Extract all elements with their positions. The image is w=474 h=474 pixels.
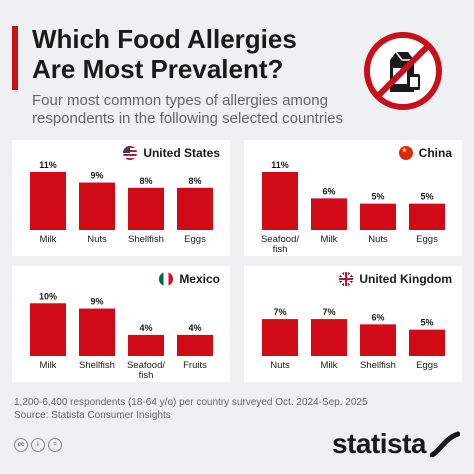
value-label-3: 5% (420, 192, 433, 202)
bar-1 (79, 308, 115, 356)
bar-0 (30, 303, 66, 356)
bar-1 (311, 319, 347, 356)
bar-0 (262, 172, 298, 230)
value-label-1: 6% (322, 186, 335, 196)
title-line-1: Which Food Allergies (32, 24, 297, 54)
chart-svg-us: 11% Milk 9% Nuts 8% Shellfish 8% Eggs (30, 160, 213, 245)
category-label-3: Eggs (184, 234, 206, 245)
chart-svg-mexico: 10% Milk 9% Shellfish 4% Seafood/fish 4% Fruits (30, 291, 213, 381)
bar-2 (128, 187, 164, 230)
country-name: Mexico (179, 272, 220, 286)
cc-icon[interactable]: cc (14, 438, 28, 452)
category-label-1: Shellfish (79, 360, 115, 371)
value-label-1: 9% (90, 171, 103, 181)
value-label-2: 8% (139, 176, 152, 186)
category-label-1: Milk (321, 234, 338, 245)
category-label-0: Milk (40, 360, 57, 371)
bar-3 (409, 329, 445, 356)
china-flag-icon: ★ (398, 146, 413, 160)
value-label-1: 9% (90, 297, 103, 307)
value-label-2: 6% (371, 312, 384, 322)
bar-3 (409, 203, 445, 230)
brand-name: statista (331, 428, 427, 459)
chart-svg-uk: 7% Nuts 7% Milk 6% Shellfish 5% Eggs (262, 307, 445, 371)
footer-note: 1,200-6,400 respondents (18-64 y/o) per … (14, 396, 368, 422)
panel-mexico: Mexico 10% Milk 9% Shellfish 4% Seafood/fish 4… (12, 266, 230, 382)
value-label-3: 5% (420, 318, 433, 328)
no-derivatives-icon[interactable]: = (48, 438, 62, 452)
category-label-2: Nuts (368, 234, 388, 245)
panel-china: ★ China 11% Seafood/fish 6% Milk 5% Nuts 5% Egg… (244, 140, 462, 256)
subtitle-line-2: respondents in the following selected co… (32, 110, 344, 127)
category-label-3: Eggs (416, 234, 438, 245)
country-name: United Kingdom (359, 272, 452, 286)
bar-2 (360, 324, 396, 356)
value-label-0: 11% (271, 160, 289, 170)
bar-2 (128, 334, 164, 356)
no-milk-icon (364, 32, 442, 110)
value-label-0: 11% (39, 160, 57, 170)
title-accent-bar (12, 26, 18, 90)
category-label-1: Nuts (87, 234, 107, 245)
uk-flag-icon (339, 272, 354, 286)
panel-united-states: United States 11% Milk 9% Nuts 8% Shellfish 8%… (12, 140, 230, 256)
bar-0 (262, 319, 298, 356)
value-label-2: 4% (139, 323, 152, 333)
panel-united-kingdom: United Kingdom 7% Nuts 7% Milk 6% Shellfish 5%… (244, 266, 462, 382)
us-flag-icon (123, 146, 138, 160)
value-label-1: 7% (322, 307, 335, 317)
category-label-1: Milk (321, 360, 338, 371)
mexico-flag-icon (159, 272, 174, 286)
value-label-2: 5% (371, 192, 384, 202)
value-label-3: 8% (188, 176, 201, 186)
bar-1 (79, 182, 115, 230)
bar-2 (360, 203, 396, 230)
title-line-2: Are Most Prevalent? (32, 54, 284, 84)
category-label-0: Milk (40, 234, 57, 245)
category-label-0: Seafood/fish (261, 234, 299, 255)
page-title: Which Food Allergies Are Most Prevalent? (32, 24, 332, 84)
category-label-0: Nuts (270, 360, 290, 371)
bar-0 (30, 172, 66, 230)
category-label-2: Shellfish (128, 234, 164, 245)
statista-mark-icon (430, 431, 460, 457)
country-name: China (418, 146, 452, 160)
statista-logo[interactable]: statista (332, 428, 460, 460)
source-note: Source: Statista Consumer Insights (14, 410, 171, 421)
country-label-us: United States (123, 146, 220, 160)
category-label-2: Shellfish (360, 360, 396, 371)
subtitle-line-1: Four most common types of allergies amon… (32, 92, 328, 109)
category-label-2: Seafood/fish (127, 360, 165, 381)
value-label-3: 4% (188, 323, 201, 333)
category-label-3: Fruits (183, 360, 207, 371)
page-subtitle: Four most common types of allergies amon… (32, 92, 362, 128)
bar-3 (177, 187, 213, 230)
attribution-icon[interactable]: i (31, 438, 45, 452)
country-name: United States (143, 146, 220, 160)
bar-1 (311, 198, 347, 230)
chart-svg-china: 11% Seafood/fish 6% Milk 5% Nuts 5% Eggs (261, 160, 445, 255)
country-label-mexico: Mexico (159, 272, 220, 286)
bar-3 (177, 334, 213, 356)
value-label-0: 7% (273, 307, 286, 317)
survey-note: 1,200-6,400 respondents (18-64 y/o) per … (14, 397, 368, 408)
country-label-china: ★ China (398, 146, 452, 160)
country-label-uk: United Kingdom (339, 272, 452, 286)
category-label-3: Eggs (416, 360, 438, 371)
license-icons: cc i = (14, 438, 62, 452)
value-label-0: 10% (39, 291, 57, 301)
